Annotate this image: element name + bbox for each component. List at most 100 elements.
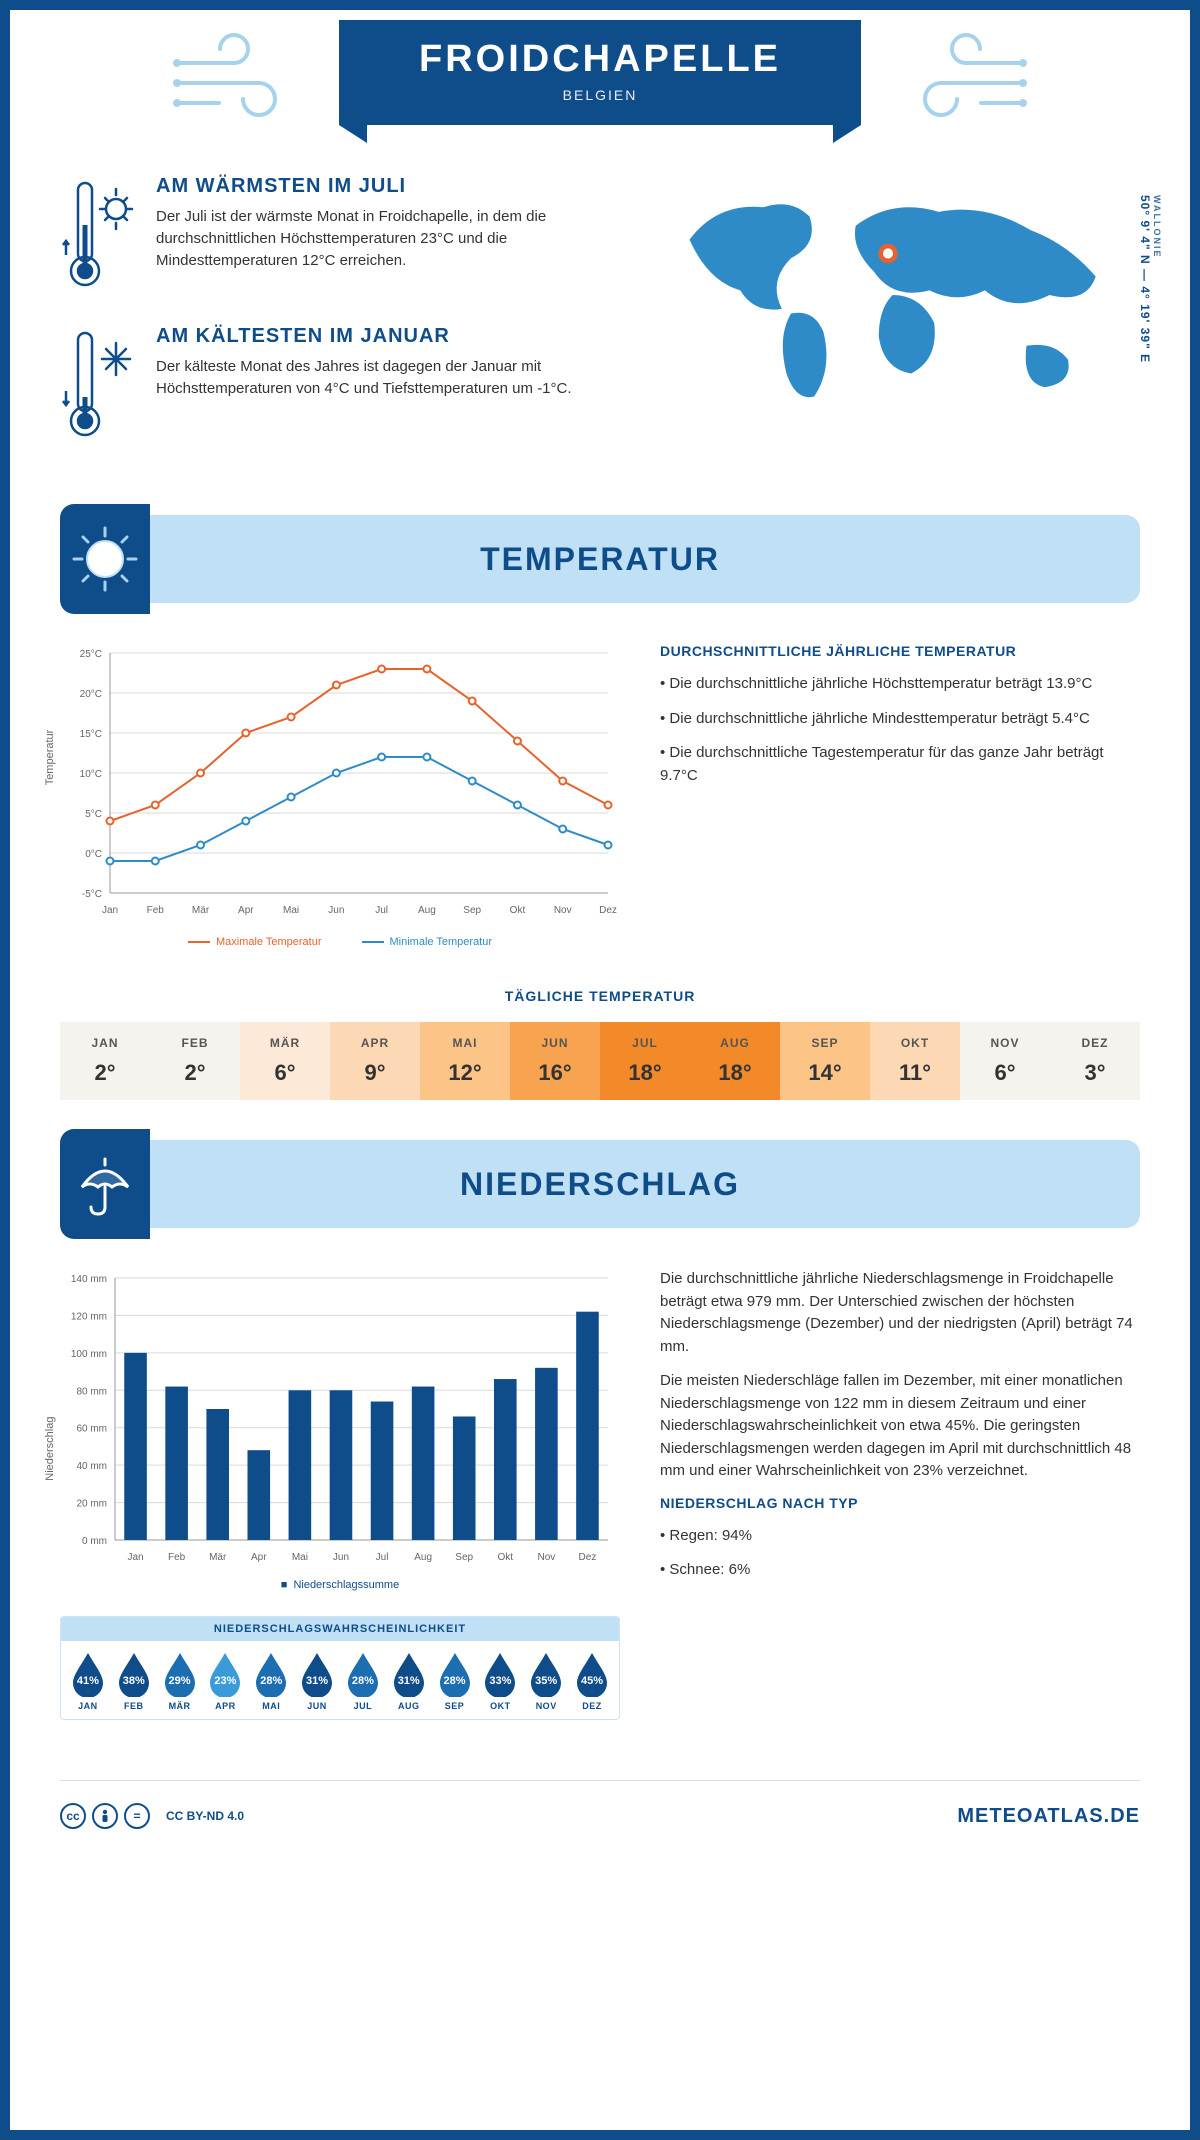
prob-cell: 23%APR bbox=[202, 1651, 248, 1711]
prob-cell: 45%DEZ bbox=[569, 1651, 615, 1711]
coldest-title: AM KÄLTESTEN IM JANUAR bbox=[156, 325, 605, 348]
temp-info-p1: • Die durchschnittliche jährliche Höchst… bbox=[660, 673, 1140, 696]
temp-y-label: Temperatur bbox=[44, 729, 56, 785]
nd-icon: = bbox=[124, 1803, 150, 1829]
prob-month: MÄR bbox=[157, 1701, 203, 1711]
prob-value: 29% bbox=[162, 1675, 198, 1687]
daily-value: 14° bbox=[780, 1060, 870, 1086]
daily-temp-cell: APR9° bbox=[330, 1022, 420, 1100]
svg-text:Feb: Feb bbox=[147, 905, 165, 916]
section-bar-temperature: TEMPERATUR bbox=[60, 515, 1140, 603]
daily-month: AUG bbox=[690, 1036, 780, 1050]
daily-month: DEZ bbox=[1050, 1036, 1140, 1050]
raindrop-icon: 29% bbox=[162, 1651, 198, 1697]
prob-value: 28% bbox=[253, 1675, 289, 1687]
temperature-line-chart: -5°C0°C5°C10°C15°C20°C25°CJanFebMärAprMa… bbox=[60, 643, 620, 923]
raindrop-icon: 28% bbox=[345, 1651, 381, 1697]
brand-name: METEOATLAS.DE bbox=[957, 1805, 1140, 1828]
daily-value: 11° bbox=[870, 1060, 960, 1086]
svg-text:0°C: 0°C bbox=[85, 849, 102, 860]
prob-value: 45% bbox=[574, 1675, 610, 1687]
by-icon bbox=[92, 1803, 118, 1829]
daily-value: 18° bbox=[690, 1060, 780, 1086]
daily-temp-cell: FEB 2° bbox=[150, 1022, 240, 1100]
license-text: CC BY-ND 4.0 bbox=[166, 1809, 244, 1823]
svg-text:Nov: Nov bbox=[537, 1552, 555, 1563]
prob-cell: 33%OKT bbox=[477, 1651, 523, 1711]
license-block: cc = CC BY-ND 4.0 bbox=[60, 1803, 244, 1829]
umbrella-icon bbox=[60, 1129, 150, 1239]
prob-month: FEB bbox=[111, 1701, 157, 1711]
prob-drops-row: 41%JAN38%FEB29%MÄR23%APR28%MAI31%JUN28%J… bbox=[61, 1641, 619, 1719]
precip-legend: Niederschlagssumme bbox=[60, 1579, 620, 1591]
thermometer-cold-icon bbox=[60, 325, 138, 445]
daily-temp-cell: JUN16° bbox=[510, 1022, 600, 1100]
temp-legend: Maximale Temperatur Minimale Temperatur bbox=[60, 936, 620, 948]
daily-temp-cell: AUG 18° bbox=[690, 1022, 780, 1100]
precip-type-heading: NIEDERSCHLAG NACH TYP bbox=[660, 1495, 1140, 1511]
coldest-text: Der kälteste Monat des Jahres ist dagege… bbox=[156, 356, 605, 400]
prob-month: JAN bbox=[65, 1701, 111, 1711]
raindrop-icon: 28% bbox=[437, 1651, 473, 1697]
daily-temp-strip: JAN2°FEB2°MÄR6°APR9°MAI12°JUN16°JUL18°AU… bbox=[60, 1022, 1140, 1100]
svg-text:Sep: Sep bbox=[463, 905, 481, 916]
prob-cell: 29% MÄR bbox=[157, 1651, 203, 1711]
legend-max: Maximale Temperatur bbox=[188, 936, 322, 948]
wind-icon-right bbox=[891, 33, 1031, 123]
summary-section: AM WÄRMSTEN IM JULI Der Juli ist der wär… bbox=[10, 125, 1190, 505]
country-subtitle: BELGIEN bbox=[419, 87, 781, 103]
daily-temp-cell: JAN 2° bbox=[60, 1022, 150, 1100]
prob-month: NOV bbox=[523, 1701, 569, 1711]
cc-icon: cc bbox=[60, 1803, 86, 1829]
svg-text:Jul: Jul bbox=[375, 905, 388, 916]
warmest-title: AM WÄRMSTEN IM JULI bbox=[156, 175, 605, 198]
svg-text:10°C: 10°C bbox=[80, 769, 102, 780]
daily-value: 2° bbox=[60, 1060, 150, 1086]
daily-month: JUN bbox=[510, 1036, 600, 1050]
daily-temp-cell: SEP14° bbox=[780, 1022, 870, 1100]
svg-text:Mär: Mär bbox=[192, 905, 210, 916]
prob-value: 28% bbox=[437, 1675, 473, 1687]
daily-value: 9° bbox=[330, 1060, 420, 1086]
precipitation-chart: Niederschlag 0 mm20 mm40 mm60 mm80 mm100… bbox=[60, 1268, 620, 1720]
legend-min: Minimale Temperatur bbox=[362, 936, 493, 948]
svg-text:140 mm: 140 mm bbox=[71, 1274, 107, 1285]
svg-text:Mär: Mär bbox=[209, 1552, 227, 1563]
daily-temp-cell: NOV6° bbox=[960, 1022, 1050, 1100]
city-title: FROIDCHAPELLE bbox=[419, 38, 781, 81]
prob-cell: 28%MAI bbox=[248, 1651, 294, 1711]
header-row: FROIDCHAPELLE BELGIEN bbox=[10, 10, 1190, 125]
prob-value: 33% bbox=[482, 1675, 518, 1687]
daily-month: FEB bbox=[150, 1036, 240, 1050]
daily-temp-cell: OKT 11° bbox=[870, 1022, 960, 1100]
temperature-row: Temperatur -5°C0°C5°C10°C15°C20°C25°CJan… bbox=[10, 633, 1190, 978]
prob-cell: 28%JUL bbox=[340, 1651, 386, 1711]
temp-info-heading: DURCHSCHNITTLICHE JÄHRLICHE TEMPERATUR bbox=[660, 643, 1140, 659]
svg-text:Okt: Okt bbox=[510, 905, 526, 916]
raindrop-icon: 28% bbox=[253, 1651, 289, 1697]
coordinates: WALLONIE 50° 9' 4" N — 4° 19' 39" E bbox=[1138, 195, 1162, 363]
raindrop-icon: 38% bbox=[116, 1651, 152, 1697]
prob-title: NIEDERSCHLAGSWAHRSCHEINLICHKEIT bbox=[61, 1617, 619, 1641]
svg-text:Apr: Apr bbox=[251, 1552, 267, 1563]
daily-month: JAN bbox=[60, 1036, 150, 1050]
svg-text:Nov: Nov bbox=[554, 905, 572, 916]
svg-text:5°C: 5°C bbox=[85, 809, 102, 820]
world-map bbox=[645, 175, 1140, 415]
svg-text:25°C: 25°C bbox=[80, 649, 102, 660]
raindrop-icon: 31% bbox=[391, 1651, 427, 1697]
prob-cell: 35%NOV bbox=[523, 1651, 569, 1711]
svg-text:20 mm: 20 mm bbox=[76, 1499, 107, 1510]
raindrop-icon: 23% bbox=[207, 1651, 243, 1697]
svg-text:20°C: 20°C bbox=[80, 689, 102, 700]
warmest-fact: AM WÄRMSTEN IM JULI Der Juli ist der wär… bbox=[60, 175, 605, 295]
prob-value: 31% bbox=[299, 1675, 335, 1687]
svg-text:Aug: Aug bbox=[414, 1552, 432, 1563]
daily-month: OKT bbox=[870, 1036, 960, 1050]
prob-cell: 31%JUN bbox=[294, 1651, 340, 1711]
daily-value: 2° bbox=[150, 1060, 240, 1086]
precip-p2: Die meisten Niederschläge fallen im Deze… bbox=[660, 1370, 1140, 1483]
precipitation-info: Die durchschnittliche jährliche Niedersc… bbox=[660, 1268, 1140, 1720]
section-title-precipitation: NIEDERSCHLAG bbox=[150, 1166, 1140, 1203]
svg-text:Sep: Sep bbox=[455, 1552, 473, 1563]
